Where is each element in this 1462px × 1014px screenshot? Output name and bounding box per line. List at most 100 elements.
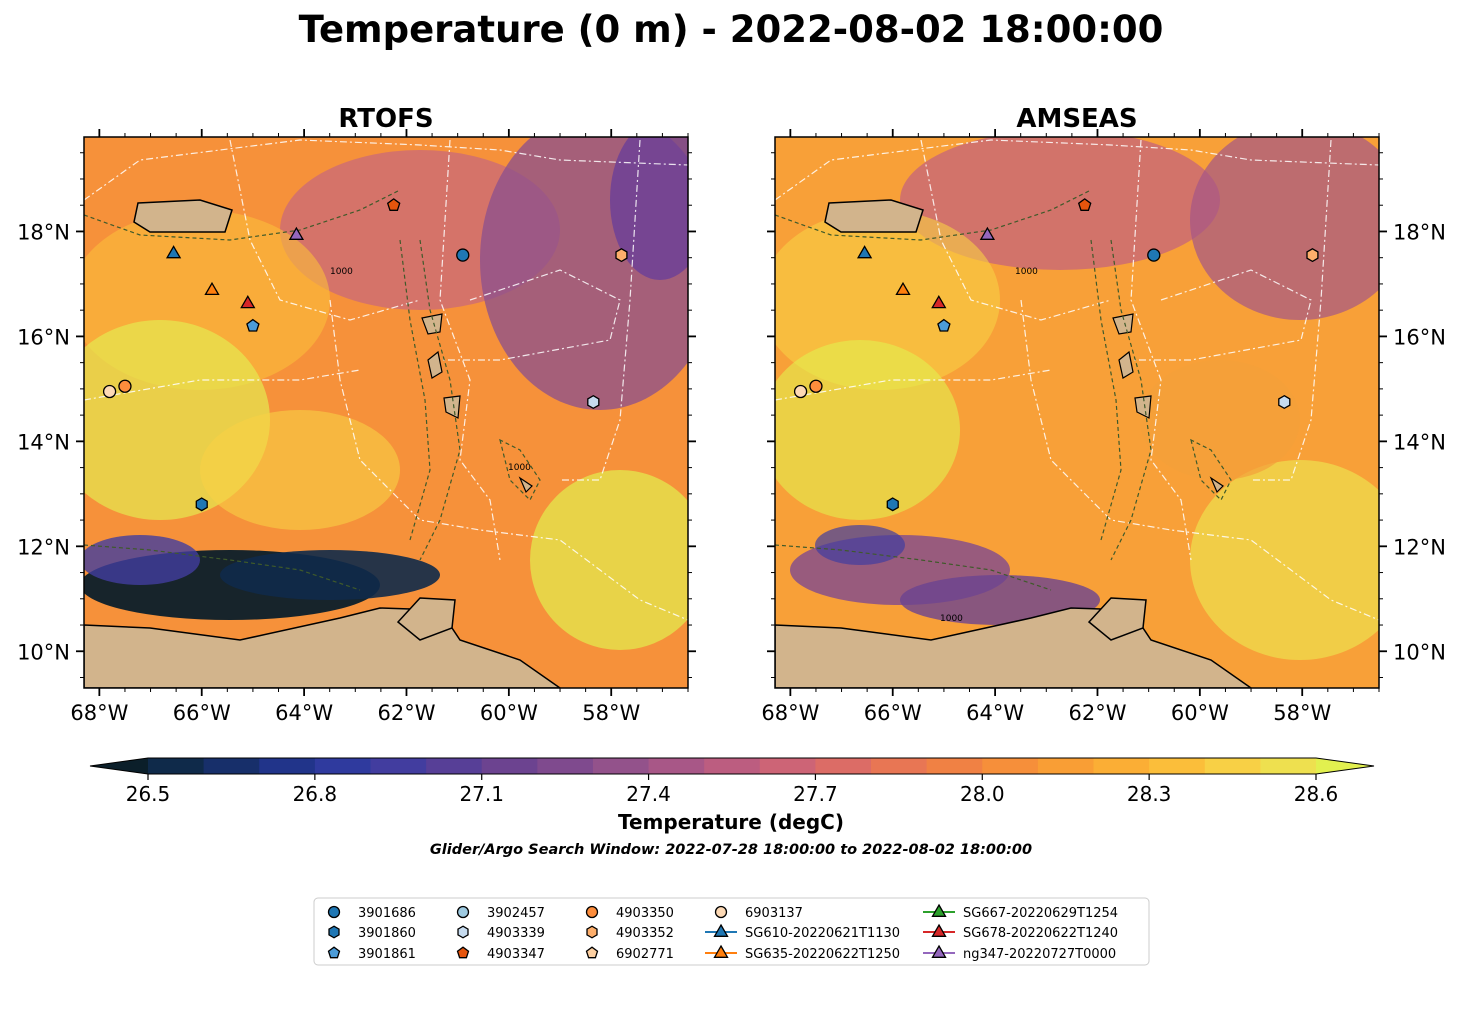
legend-label: 6903137 [745,906,803,921]
map-frame-rtofs [83,136,689,689]
legend-marker-triangle [931,923,947,937]
sst-patch-cool-east [1190,137,1379,320]
isobath-label: 1000 [940,614,963,624]
legend-item: 6902771 [585,946,674,962]
legend-marker-triangle [713,944,729,958]
legend-label: ng347-20220727T0000 [963,947,1116,962]
colorbar-segment [370,758,427,774]
marker-6902771 [47,404,59,415]
eez-line [84,369,361,401]
isobath-line [419,239,461,561]
panel-title-amseas: AMSEAS [1016,104,1137,134]
lat-tick-label: 12°N [1393,535,1446,559]
legend-label: 3901686 [358,906,416,921]
legend-items: 3901686 3901860 3901861 3902457 4903339 49033… [327,903,1118,962]
lat-tick-label: 18°N [1393,220,1446,244]
map-rtofs[interactable]: 1000 1000 [0,68,720,688]
marker-4903347 [1077,198,1092,211]
legend-marker-hexagon [457,925,469,939]
eez-line [775,139,1379,201]
legend-label: 3901861 [358,947,416,962]
martinique-land [427,350,443,379]
legend-marker-circle [714,905,728,919]
legend-label: 4903347 [487,947,545,962]
isobath-line [84,544,361,591]
st-lucia-land [1134,395,1152,419]
panel-amseas: AMSEAS [682,68,1446,725]
lon-tick-label: 62°W [377,701,435,725]
lat-tick-label: 16°N [1393,325,1446,349]
legend: 3901686 3901860 3901861 3902457 4903339 49033… [313,897,1150,966]
marker-SG610-20220621T1130 [165,245,182,259]
marker-SG610-20220621T1130 [856,245,873,259]
isobath-line [1190,438,1232,502]
marker-3901686 [1147,248,1161,262]
marker-SG678-20220622T1240 [931,294,947,309]
legend-marker-triangle [713,923,729,937]
marker-3901860 [886,497,899,512]
legend-item: 6903137 [714,905,803,921]
legend-item: 3902457 [456,905,545,921]
isobath-line [84,189,401,241]
isobath-label: 1000 [508,463,531,473]
lon-tick-label: 60°W [1171,701,1229,725]
barbados-land [1209,476,1224,494]
eez-line [1130,139,1192,561]
colorbar-tick-label: 28.3 [1127,782,1172,806]
colorbar-ticks: 26.5 26.8 27.1 27.4 27.7 28.0 28.3 28.6 [126,774,1338,806]
marker-4903352 [1306,248,1319,263]
eez-line [560,139,641,481]
lat-tick-label: 14°N [1393,430,1446,454]
marker-6902771 [738,404,750,415]
colorbar-segment [259,758,316,774]
land-masses [84,199,562,688]
sst-patch-hot-central [200,410,400,530]
colorbar-segment [1093,758,1150,774]
lat-tick-label: 18°N [17,220,70,244]
sst-cold-upwelling-3 [84,535,200,585]
lon-tick-label: 66°W [864,701,922,725]
colorbar-segment [203,758,260,774]
eez-line [329,299,688,621]
marker-3901686 [456,248,470,262]
isobath-line [1110,239,1152,561]
marker-3901861 [246,318,260,332]
colorbar-segment [314,758,372,774]
observation-markers-rtofs [47,198,628,512]
colorbar-segment [815,758,872,774]
eez-boundaries [775,139,1379,621]
lat-tick-label: 10°N [17,640,70,664]
lon-tick-label: 58°W [1273,701,1331,725]
lon-tick-label: 62°W [1068,701,1126,725]
sst-cool-upwelling-3 [815,525,905,565]
legend-item: 4903347 [456,946,545,962]
barbados-land [518,476,533,494]
axis-ticks-amseas: 68°W 66°W 64°W 62°W 60°W 58°W 18°N 16°N 14°N 12°N… [761,129,1446,725]
lon-tick-label: 66°W [173,701,231,725]
colorbar-tick-label: 26.8 [293,782,338,806]
colorbar-label: Temperature (degC) [618,810,844,834]
lon-tick-label: 64°W [275,701,333,725]
sst-cold-upwelling-2 [220,550,440,600]
legend-item: SG678-20220622T1240 [923,923,1118,941]
legend-item: 4903350 [585,905,674,921]
colorbar-segment [926,758,983,774]
colorbar-tick-label: 27.1 [459,782,504,806]
map-amseas[interactable]: 1000 1000 [682,68,1411,688]
marker-SG635-20220622T1250 [204,281,220,296]
eez-line [1020,299,1379,621]
colorbar-segment [592,758,650,774]
sst-patch-hot-southeast [1190,460,1379,660]
marker-4903350 [809,379,823,393]
guadeloupe-land [1112,313,1134,335]
colorbar-tick-label: 28.0 [960,782,1005,806]
colorbar-segment [759,758,817,774]
lon-tick-label: 64°W [966,701,1024,725]
isobath-label: 1000 [330,267,353,277]
colorbar-segment [1204,758,1261,774]
legend-item: 4903352 [586,925,674,941]
isobath-line [499,438,541,502]
martinique-land [1118,350,1134,379]
map-frame-amseas [774,136,1380,689]
